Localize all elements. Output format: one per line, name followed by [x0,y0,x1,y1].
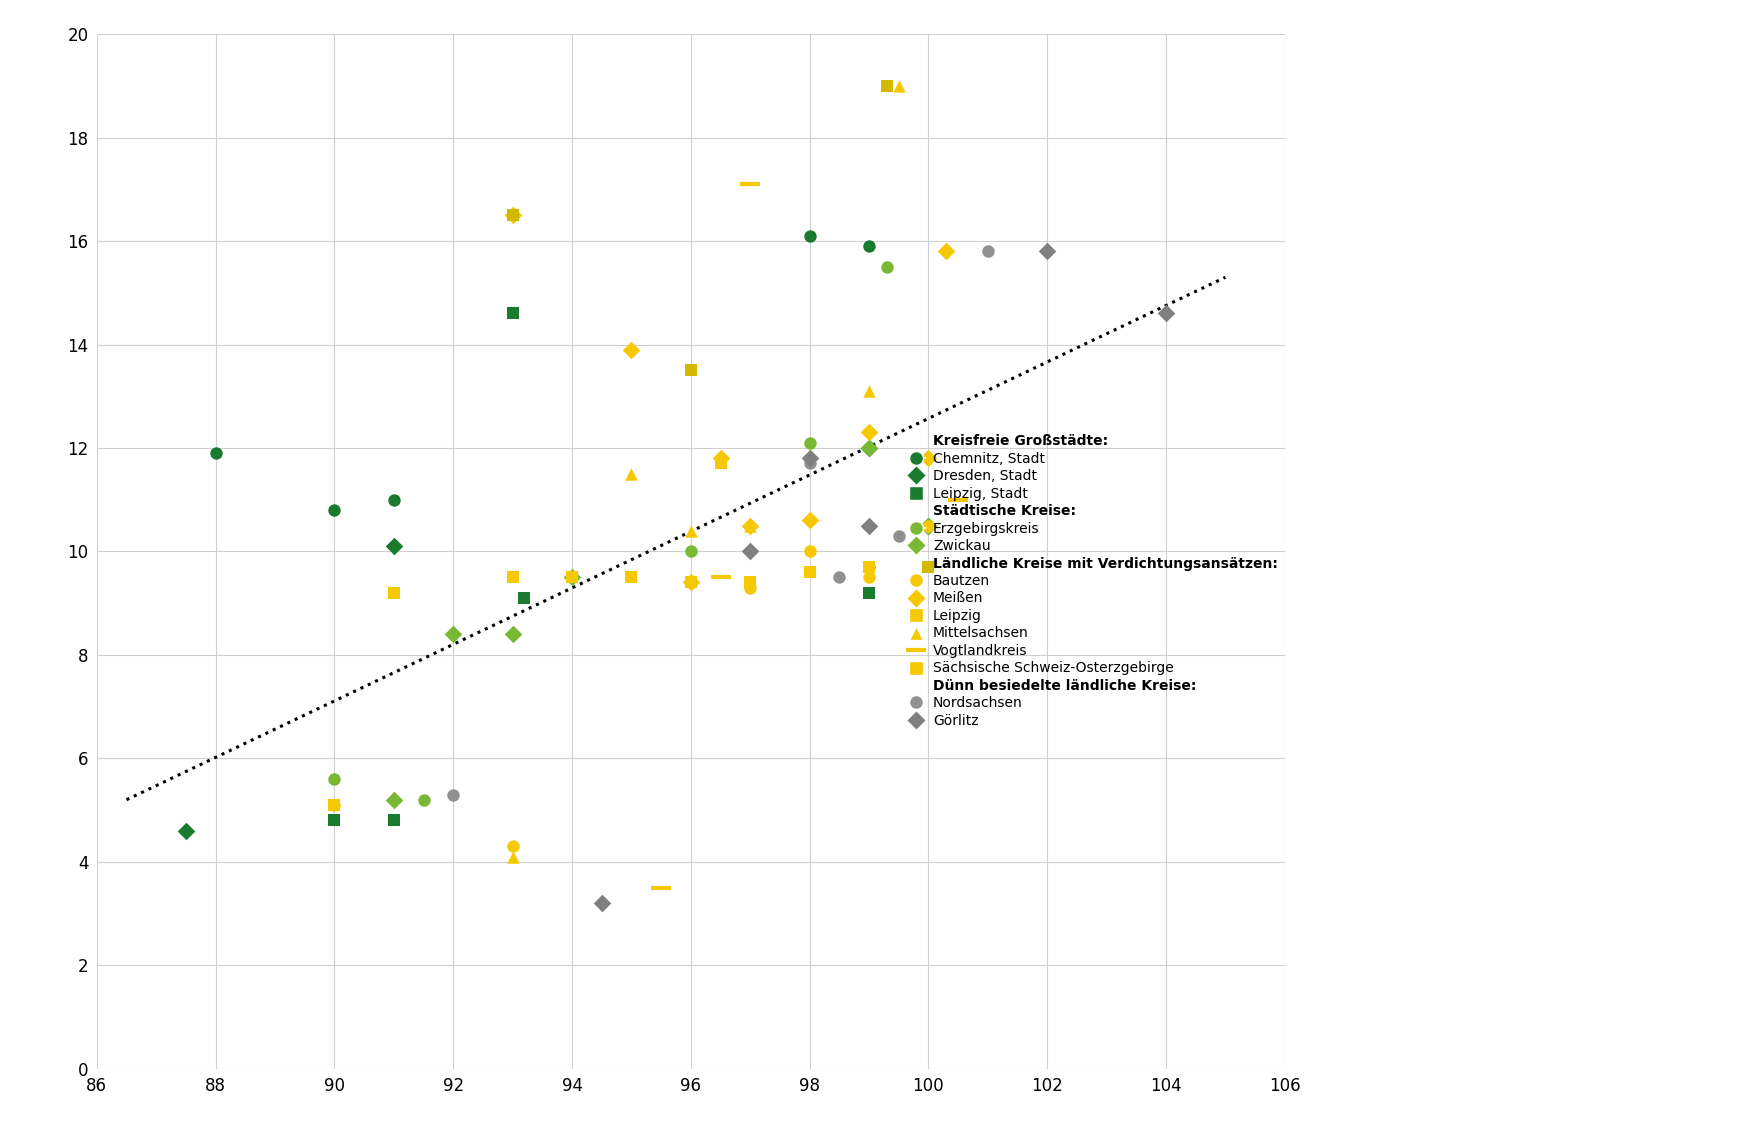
Point [678,362,706,380]
Point [320,770,348,788]
Point [796,563,824,581]
Point [915,516,943,534]
Point [885,526,913,545]
Point [498,206,526,224]
Point [588,894,616,912]
Point [172,822,201,840]
Point [380,537,408,555]
Point [736,542,764,561]
Point [855,423,884,441]
Point [796,433,824,451]
Point [440,786,468,804]
Point [498,206,526,224]
Point [855,558,884,576]
Point [855,238,884,256]
Point [873,77,901,96]
Point [320,501,348,520]
Point [410,790,438,808]
Point [855,439,884,457]
Point [498,625,526,644]
Point [885,77,913,96]
Point [380,790,408,808]
Point [855,568,884,587]
Point [320,796,348,814]
Point [855,516,884,534]
Point [618,465,646,483]
Point [855,583,884,601]
Point [706,449,734,467]
Point [380,812,408,830]
Point [202,445,231,463]
Point [855,382,884,400]
Point [498,847,526,865]
Point [736,516,764,534]
Point [510,589,539,607]
Point [618,341,646,359]
Point [498,837,526,855]
Point [1153,305,1181,323]
Point [825,568,854,587]
Point [678,573,706,591]
Point [440,625,468,644]
Point [380,583,408,601]
Point [618,568,646,587]
Point [736,516,764,534]
Point [796,512,824,530]
Point [855,439,884,457]
Point [873,258,901,276]
Point [678,573,706,591]
Point [915,558,943,576]
Point [973,242,1001,260]
Point [558,568,586,587]
Point [736,579,764,597]
Point [1033,242,1061,260]
Point [320,812,348,830]
Point [855,558,884,576]
Point [498,305,526,323]
Point [933,242,961,260]
Point [915,516,943,534]
Point [796,449,824,467]
Point [796,455,824,473]
Point [706,455,734,473]
Point [915,449,943,467]
Point [558,568,586,587]
Point [498,568,526,587]
Point [796,226,824,244]
Point [736,573,764,591]
Point [320,796,348,814]
Point [380,491,408,509]
Point [678,542,706,561]
Point [796,542,824,561]
Legend: Kreisfreie Großstädte:, Chemnitz, Stadt, Dresden, Stadt, Leipzig, Stadt, Städtis: Kreisfreie Großstädte:, Chemnitz, Stadt,… [908,434,1278,728]
Point [915,516,943,534]
Point [678,522,706,540]
